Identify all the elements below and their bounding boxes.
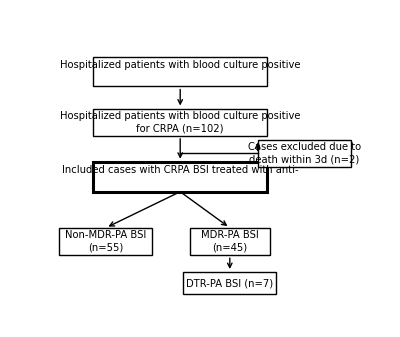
FancyBboxPatch shape: [258, 140, 351, 167]
Text: Hospitalized patients with blood culture positive: Hospitalized patients with blood culture…: [60, 111, 300, 121]
Text: Cases excluded due to: Cases excluded due to: [248, 142, 361, 152]
Text: for CRPA (n=102): for CRPA (n=102): [136, 123, 224, 133]
FancyBboxPatch shape: [93, 109, 267, 136]
FancyBboxPatch shape: [183, 272, 276, 294]
Text: Non-MDR-PA BSI: Non-MDR-PA BSI: [65, 230, 146, 240]
Text: (n=45): (n=45): [212, 243, 247, 253]
Text: MDR-PA BSI: MDR-PA BSI: [201, 230, 259, 240]
FancyBboxPatch shape: [190, 228, 270, 255]
FancyBboxPatch shape: [93, 57, 267, 87]
Text: Hospitalized patients with blood culture positive: Hospitalized patients with blood culture…: [60, 60, 300, 70]
FancyBboxPatch shape: [93, 162, 267, 192]
FancyBboxPatch shape: [59, 228, 152, 255]
Text: Included cases with CRPA BSI treated with anti-: Included cases with CRPA BSI treated wit…: [62, 165, 298, 176]
Text: (n=55): (n=55): [88, 243, 124, 253]
Text: death within 3d (n=2): death within 3d (n=2): [249, 155, 359, 164]
Text: DTR-PA BSI (n=7): DTR-PA BSI (n=7): [186, 278, 273, 288]
